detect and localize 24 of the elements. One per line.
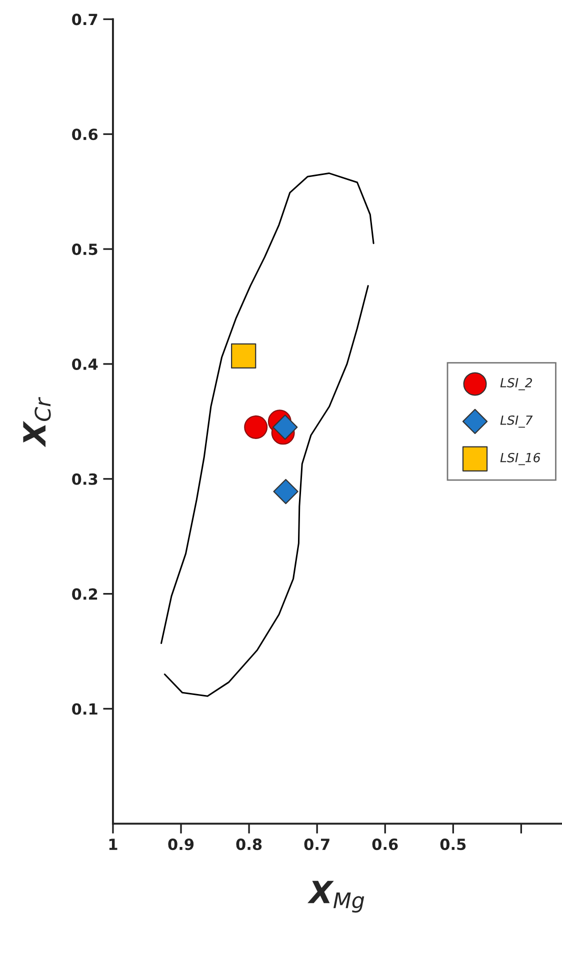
y-tick-label: 0.2 — [72, 588, 98, 600]
y-tick-label: 0.6 — [72, 128, 98, 140]
point — [231, 343, 256, 369]
point — [273, 478, 298, 504]
x-tick-label: 0.6 — [372, 838, 398, 850]
y-tick-label: 0.3 — [72, 473, 98, 485]
point — [272, 414, 298, 440]
point — [244, 415, 268, 439]
legend-label: LSI_16 — [500, 452, 540, 466]
y-tick-label: 0.5 — [72, 244, 98, 256]
x-tick-label: 1 — [109, 838, 118, 850]
y-tick-label: 0.4 — [72, 358, 98, 370]
x-tick-label: 0.8 — [236, 838, 262, 850]
legend-label: LSI_7 — [500, 415, 533, 428]
x-axis-title: X$_{Mg}$ — [308, 880, 364, 913]
y-tick-label: 0.1 — [72, 703, 98, 715]
y-tick-label: 0.7 — [72, 14, 98, 26]
legend-label: LSI_2 — [500, 378, 532, 390]
x-tick-label: 0.7 — [304, 838, 330, 850]
line-series — [164, 285, 369, 697]
x-tick-label: 0.5 — [440, 838, 466, 850]
y-axis-title: X$_{Cr}$ — [23, 397, 51, 448]
line-series — [160, 172, 374, 644]
x-tick-label: 0.9 — [168, 838, 194, 850]
